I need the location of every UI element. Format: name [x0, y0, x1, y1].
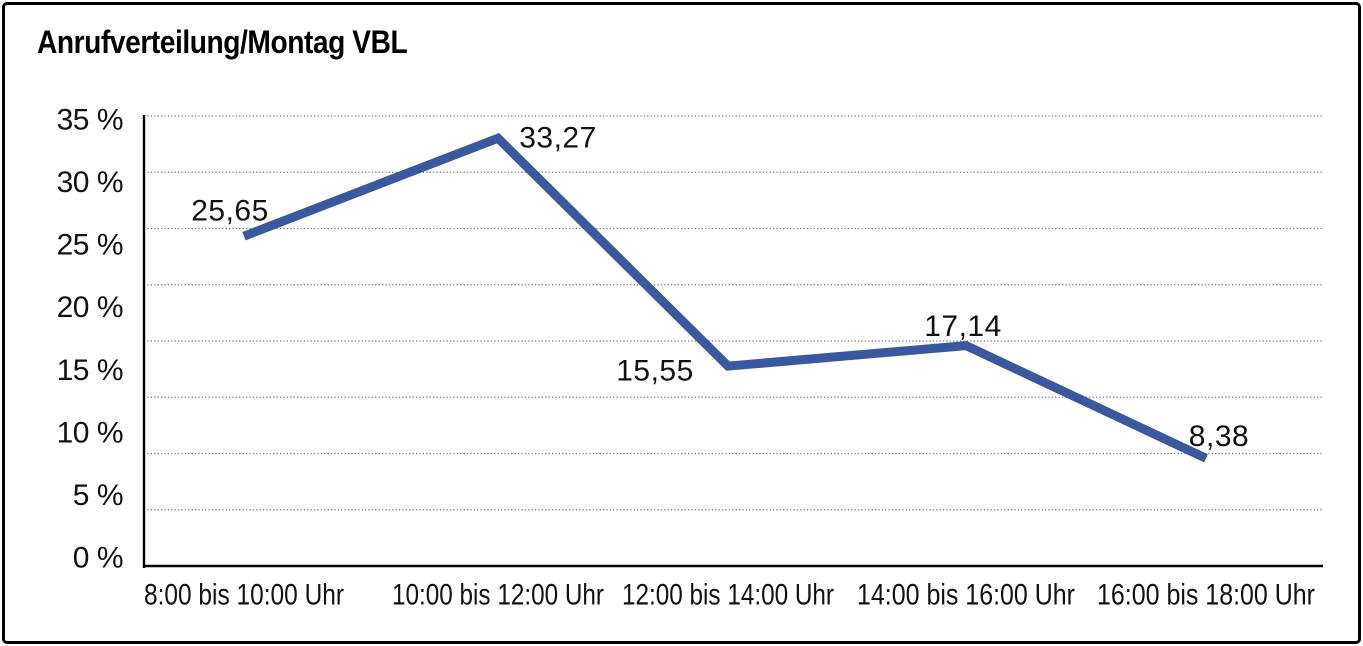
y-axis-label: 5 % [73, 479, 123, 512]
x-axis-label: 16:00 bis 18:00 Uhr [1097, 579, 1315, 612]
data-point-label: 33,27 [519, 122, 597, 155]
data-point-label: 17,14 [924, 310, 1002, 343]
series-line [242, 132, 1208, 463]
x-axis-label: 12:00 bis 14:00 Uhr [622, 579, 834, 612]
x-axis-label: 8:00 bis 10:00 Uhr [144, 579, 344, 612]
data-point-label: 8,38 [1189, 420, 1249, 453]
data-point-label: 15,55 [616, 355, 694, 388]
y-axis-label: 10 % [57, 416, 123, 449]
chart-title: Anrufverteilung/Montag VBL [37, 24, 408, 60]
x-axis-label: 14:00 bis 16:00 Uhr [857, 579, 1075, 612]
x-axis-label: 10:00 bis 12:00 Uhr [392, 579, 604, 612]
y-axis-label: 0 % [73, 542, 123, 575]
y-axis-label: 25 % [57, 229, 123, 262]
data-point-label: 25,65 [191, 195, 269, 228]
y-axis-label: 35 % [57, 104, 123, 137]
y-axis-label: 30 % [57, 166, 123, 199]
y-axis-label: 20 % [57, 291, 123, 324]
y-axis-label: 15 % [57, 354, 123, 387]
